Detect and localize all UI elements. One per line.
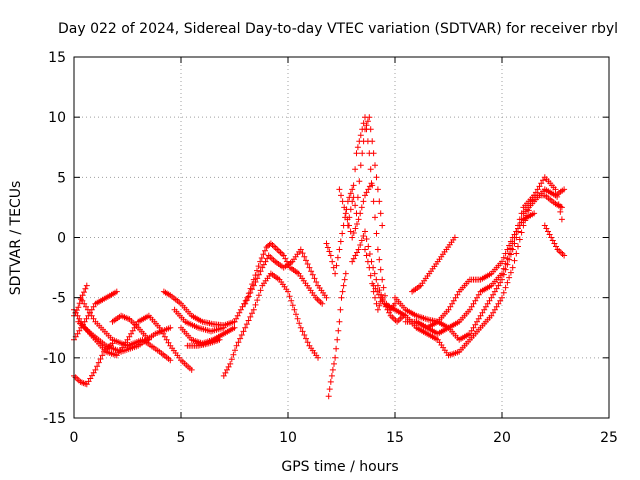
y-tick-label: -5 — [52, 291, 66, 307]
y-tick-label: 10 — [48, 110, 66, 126]
plus-markers — [541, 222, 568, 259]
series-track-11 — [184, 336, 223, 349]
series-track-22 — [409, 234, 458, 295]
x-tick-label: 15 — [386, 430, 404, 446]
plus-markers — [325, 270, 349, 400]
x-tick-label: 5 — [177, 430, 186, 446]
series-track-24 — [541, 222, 568, 259]
plus-markers — [392, 186, 568, 343]
series-track-8 — [160, 288, 238, 329]
y-tick-label: 15 — [48, 50, 66, 66]
series-track-13 — [231, 240, 326, 325]
plus-markers — [242, 246, 330, 307]
plus-markers — [109, 312, 152, 343]
plus-markers — [71, 306, 195, 373]
series-track-17 — [344, 114, 398, 313]
plus-markers — [184, 336, 223, 349]
series-track-5 — [77, 294, 174, 364]
x-tick-label: 20 — [493, 430, 511, 446]
plus-markers — [413, 210, 538, 331]
y-tick-label: -10 — [43, 351, 66, 367]
series-track-9 — [171, 306, 227, 335]
series-track-19 — [370, 174, 565, 359]
plus-markers — [344, 114, 398, 313]
plus-markers — [402, 192, 565, 337]
plus-markers — [336, 180, 375, 241]
x-axis-label: GPS time / hours — [281, 459, 398, 475]
plus-markers — [323, 114, 386, 277]
series-track-14 — [242, 246, 330, 307]
series-track-20 — [392, 186, 568, 343]
plus-markers — [160, 288, 238, 329]
x-tick-label: 0 — [70, 430, 79, 446]
plus-markers — [220, 270, 321, 379]
x-tick-label: 10 — [279, 430, 297, 446]
y-axis-label: SDTVAR / TECUs — [8, 181, 24, 296]
plus-markers — [178, 324, 238, 347]
plus-markers — [362, 246, 386, 313]
plus-markers — [171, 306, 227, 335]
axis-ticks: 0 5 10 15 20 25 -15 -10 -5 0 5 10 15 — [43, 50, 618, 446]
plus-markers — [231, 240, 326, 325]
series-track-10 — [178, 324, 238, 347]
y-tick-label: -15 — [43, 411, 66, 427]
y-tick-label: 0 — [57, 231, 66, 247]
series-track-23 — [413, 210, 538, 331]
chart-title: Day 022 of 2024, Sidereal Day-to-day VTE… — [58, 21, 618, 37]
plus-markers — [77, 294, 174, 364]
series-track-25 — [362, 246, 386, 313]
series-track-15 — [323, 114, 386, 277]
series-track-12 — [220, 270, 321, 379]
grid — [74, 57, 609, 418]
data-points — [71, 114, 568, 400]
series-track-16 — [325, 270, 349, 400]
series-track-1 — [71, 306, 195, 373]
x-tick-label: 25 — [600, 430, 618, 446]
series-track-26 — [336, 180, 375, 241]
series-track-21 — [402, 192, 565, 337]
y-tick-label: 5 — [57, 170, 66, 186]
plus-markers — [409, 234, 458, 295]
series-track-7 — [109, 312, 152, 343]
plus-markers — [370, 174, 565, 359]
